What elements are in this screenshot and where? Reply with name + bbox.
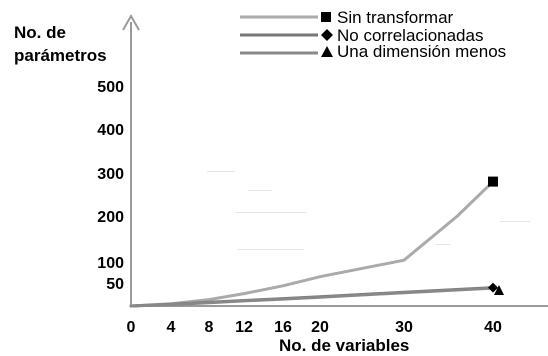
legend-item-sin-transformar: Sin transformar — [240, 8, 454, 27]
legend-label: Una dimensión menos — [337, 42, 506, 61]
legend-square-marker-icon — [321, 12, 331, 22]
x-tick-label: 20 — [311, 319, 329, 336]
diamond-marker-icon — [488, 282, 498, 293]
y-axis-arrow-icon — [122, 13, 140, 31]
triangle-marker-icon — [494, 285, 504, 296]
axes — [122, 13, 548, 307]
background-noise — [207, 171, 530, 250]
square-marker-icon — [488, 176, 498, 187]
y-tick-labels: 50 100 200 300 400 500 — [97, 79, 124, 293]
x-tick-label: 12 — [235, 319, 253, 336]
legend-diamond-marker-icon — [321, 29, 333, 41]
x-tick-label: 16 — [274, 319, 292, 336]
legend-triangle-marker-icon — [321, 46, 333, 57]
series-lines — [129, 180, 495, 308]
legend: Sin transformar No correlacionadas Una d… — [240, 8, 506, 61]
series-line-1 — [129, 180, 495, 308]
series-markers — [488, 176, 504, 296]
x-tick-label: 8 — [205, 319, 214, 336]
x-tick-label: 0 — [127, 319, 136, 336]
series-line-3 — [129, 286, 495, 308]
legend-item-una-dimension-menos: Una dimensión menos — [240, 42, 506, 61]
legend-label: No correlacionadas — [337, 26, 483, 45]
x-axis-title: No. de variables — [279, 336, 409, 355]
y-axis-title-line2: parámetros — [14, 46, 107, 65]
legend-item-no-correlacionadas: No correlacionadas — [240, 26, 483, 45]
y-tick-label: 400 — [97, 122, 124, 139]
y-tick-label: 50 — [106, 276, 124, 293]
x-tick-label: 30 — [395, 319, 413, 336]
y-tick-label: 100 — [97, 255, 124, 272]
x-tick-label: 4 — [167, 319, 176, 336]
y-tick-label: 200 — [97, 209, 124, 226]
y-axis-title-line1: No. de — [14, 23, 66, 42]
x-tick-labels: 0 4 8 12 16 20 30 40 — [127, 319, 502, 336]
y-tick-label: 300 — [97, 166, 124, 183]
legend-label: Sin transformar — [337, 8, 454, 27]
y-tick-label: 500 — [97, 79, 124, 96]
x-tick-label: 40 — [484, 319, 502, 336]
